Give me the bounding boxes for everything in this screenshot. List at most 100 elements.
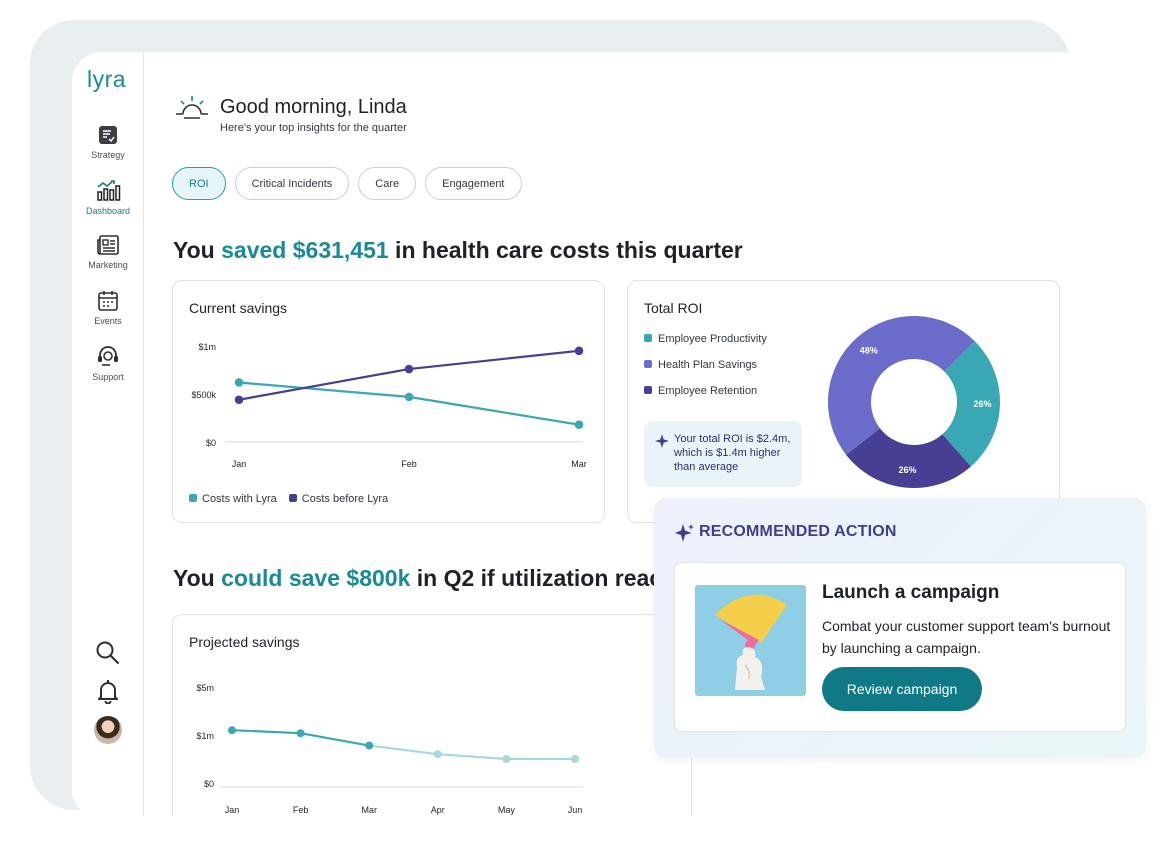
legend-item: Employee Retention [644, 385, 767, 397]
x-tick-label: Apr [431, 805, 445, 815]
tab-bar: ROI Critical Incidents Care Engagement [172, 167, 522, 200]
campaign-card: Launch a campaign Combat your customer s… [674, 562, 1126, 732]
data-point [574, 346, 584, 356]
y-tick-label: $5m [196, 683, 214, 693]
total-roi-donut-chart: 26% 26% 48% [828, 315, 1000, 488]
y-tick-label: $0 [206, 438, 216, 448]
x-tick-label: Jan [225, 805, 240, 815]
x-tick-label: Feb [401, 459, 417, 469]
current-savings-chart: $1m $500k $0 Jan Feb Mar [191, 342, 587, 469]
sidebar-item-label: Events [94, 316, 122, 326]
dashboard-icon [97, 180, 121, 201]
series-line [238, 381, 580, 426]
tab-roi[interactable]: ROI [172, 167, 226, 200]
donut-slice [942, 341, 1000, 467]
x-tick-label: Mar [361, 805, 377, 815]
data-point [502, 755, 511, 763]
search-icon [96, 641, 120, 665]
data-point [433, 750, 442, 759]
projected-line [369, 744, 575, 761]
x-tick-label: Feb [293, 805, 309, 815]
roi-insight: Your total ROI is $2.4m, which is $1.4m … [644, 421, 802, 487]
y-tick-label: $1m [196, 731, 214, 741]
series-line [238, 349, 580, 401]
search-button[interactable] [95, 640, 121, 671]
campaign-description: Combat your customer support team's burn… [822, 618, 1111, 656]
roi-insight-text: Your total ROI is $2.4m, which is $1.4m … [674, 433, 791, 473]
projection-amount: could save $800k [221, 565, 411, 591]
card-title: Current savings [189, 300, 288, 316]
sidebar-item-label: Strategy [91, 150, 125, 160]
app-screen: lyra Strategy Dashboard [72, 52, 1088, 816]
savings-headline: You saved $631,451 in health care costs … [173, 237, 743, 263]
data-point [234, 395, 244, 405]
slice-label: 26% [973, 399, 991, 409]
marketing-icon [97, 235, 119, 255]
avatar[interactable] [94, 716, 122, 744]
legend-item: Costs with Lyra [189, 493, 277, 505]
x-tick-label: Jun [568, 805, 583, 815]
calendar-icon [98, 291, 118, 311]
donut-slice [846, 428, 971, 488]
data-point [296, 729, 305, 738]
campaign-image [695, 585, 806, 696]
y-tick-label: $500k [191, 390, 216, 400]
greeting-subtitle: Here's your top insights for the quarter [220, 122, 407, 134]
donut-slice [828, 315, 975, 455]
slice-label: 26% [899, 465, 917, 475]
sparkle-icon [655, 434, 669, 448]
device-frame: lyra Strategy Dashboard [30, 20, 1088, 816]
current-savings-card: Current savings $1m $500k $0 Jan Feb Mar Cost… [172, 280, 605, 523]
data-point [234, 378, 244, 387]
legend-item: Costs before Lyra [288, 493, 388, 505]
strategy-icon [99, 126, 117, 144]
sidebar: lyra Strategy Dashboard [72, 52, 144, 816]
sidebar-item-events[interactable]: Events [72, 290, 144, 326]
sidebar-item-label: Support [92, 372, 124, 382]
sidebar-item-label: Marketing [88, 260, 128, 270]
recommended-heading: RECOMMENDED ACTION [699, 523, 897, 540]
x-tick-label: Jan [232, 459, 247, 469]
recommended-action-panel: RECOMMENDED ACTION Launch a campaign Com… [654, 498, 1146, 758]
sidebar-item-dashboard[interactable]: Dashboard [72, 178, 144, 216]
headset-icon [98, 346, 118, 366]
logo: lyra [87, 66, 127, 92]
review-campaign-button[interactable]: Review campaign [822, 667, 982, 711]
main-content: Good morning, Linda Here's your top insi… [144, 52, 1088, 816]
legend-item: Employee Productivity [644, 333, 767, 345]
sidebar-item-strategy[interactable]: Strategy [72, 124, 144, 160]
data-point [404, 392, 414, 402]
data-point [365, 741, 374, 750]
tab-engagement[interactable]: Engagement [425, 167, 522, 200]
bell-icon [98, 680, 118, 705]
x-tick-label: Mar [571, 459, 587, 469]
tab-care[interactable]: Care [358, 167, 417, 200]
sidebar-item-support[interactable]: Support [72, 344, 144, 382]
data-point [404, 364, 414, 374]
sparkle-icon [675, 524, 694, 542]
sunrise-icon [176, 96, 208, 119]
data-point [571, 755, 579, 763]
sidebar-item-label: Dashboard [85, 206, 131, 216]
projected-savings-card: Projected savings $5m $1m $0 Jan Feb Mar Apr Ma… [172, 614, 692, 816]
projection-headline: You could save $800k in Q2 if utilizatio… [173, 565, 677, 591]
roi-legend: Employee Productivity Health Plan Saving… [644, 333, 767, 411]
card-title: Total ROI [644, 300, 703, 316]
y-tick-label: $1m [198, 342, 216, 352]
legend-item: Health Plan Savings [644, 359, 767, 371]
data-point [574, 420, 584, 430]
sidebar-item-marketing[interactable]: Marketing [72, 234, 144, 270]
greeting-title: Good morning, Linda [220, 96, 407, 118]
total-roi-card: Total ROI Employee Productivity Health P… [627, 280, 1060, 523]
card-title: Projected savings [189, 634, 300, 650]
data-point [228, 726, 236, 735]
slice-label: 48% [860, 346, 878, 356]
notifications-button[interactable] [95, 678, 121, 709]
tab-critical-incidents[interactable]: Critical Incidents [234, 167, 350, 200]
projected-savings-chart: $5m $1m $0 Jan Feb Mar Apr May Jun [196, 683, 583, 815]
x-tick-label: May [498, 805, 516, 815]
chart-legend: Costs with Lyra Costs before Lyra [189, 493, 388, 505]
savings-amount: saved $631,451 [221, 237, 389, 263]
campaign-title: Launch a campaign [822, 582, 1000, 603]
y-tick-label: $0 [204, 779, 214, 789]
